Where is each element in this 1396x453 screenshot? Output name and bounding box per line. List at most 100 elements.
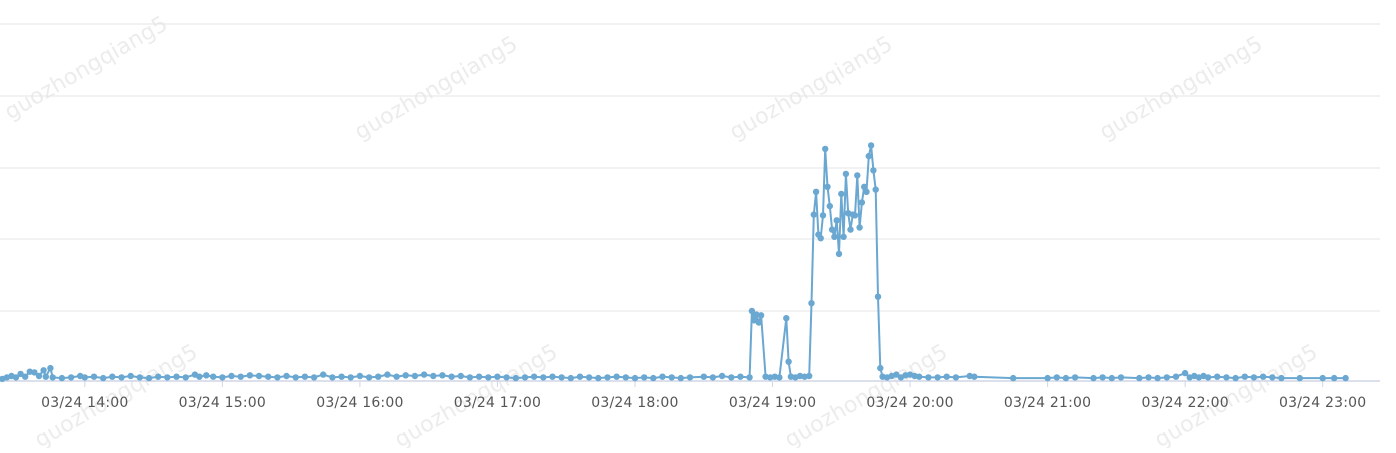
data-point[interactable] [530,373,538,380]
data-point[interactable] [411,372,419,380]
data-point[interactable] [1232,374,1239,382]
data-point[interactable] [31,369,38,376]
data-point[interactable] [228,372,235,380]
data-point[interactable] [838,190,845,198]
data-point[interactable] [118,374,125,381]
data-point[interactable] [1342,374,1349,382]
data-point[interactable] [826,202,833,210]
data-point[interactable] [1172,373,1180,380]
data-point[interactable] [934,374,941,381]
data-point[interactable] [567,374,574,382]
data-point[interactable] [916,373,923,380]
data-point[interactable] [420,371,428,378]
data-point[interactable] [503,374,510,381]
data-point[interactable] [375,373,382,380]
data-point[interactable] [874,293,882,300]
data-point[interactable] [808,300,815,307]
data-point[interactable] [783,315,790,322]
data-point[interactable] [549,373,556,380]
data-point[interactable] [255,372,263,380]
data-point[interactable] [265,373,272,380]
data-point[interactable] [851,212,859,219]
data-point[interactable] [40,367,47,374]
data-point[interactable] [173,373,180,380]
data-point[interactable] [971,373,978,380]
data-point[interactable] [861,183,868,190]
data-point[interactable] [329,374,336,381]
data-point[interactable] [810,211,817,218]
data-point[interactable] [136,374,143,381]
data-point[interactable] [1099,374,1106,381]
data-point[interactable] [576,373,584,380]
data-point[interactable] [686,374,694,381]
data-point[interactable] [817,235,824,242]
data-point[interactable] [145,374,153,382]
data-point[interactable] [824,183,831,190]
data-point[interactable] [494,373,501,380]
data-point[interactable] [457,372,464,380]
data-point[interactable] [402,372,409,379]
data-point[interactable] [1250,374,1258,381]
data-point[interactable] [585,374,593,381]
data-point[interactable] [604,374,611,381]
data-point[interactable] [1163,374,1171,381]
data-point[interactable] [668,374,675,381]
data-point[interactable] [847,226,854,233]
data-point[interactable] [659,373,666,380]
data-point[interactable] [812,188,820,195]
data-point[interactable] [872,186,879,193]
data-point[interactable] [854,172,861,179]
data-point[interactable] [182,374,189,381]
data-point[interactable] [1044,374,1051,382]
data-point[interactable] [952,374,960,381]
data-point[interactable] [1053,374,1061,381]
data-point[interactable] [301,373,309,380]
data-point[interactable] [100,374,107,382]
data-point[interactable] [466,374,474,381]
data-point[interactable] [219,374,226,381]
data-point[interactable] [822,145,829,153]
data-point[interactable] [806,372,813,380]
data-point[interactable] [867,142,875,149]
data-point[interactable] [1108,374,1116,382]
data-point[interactable] [631,374,639,382]
data-point[interactable] [1154,374,1161,382]
data-point[interactable] [755,319,762,326]
data-point[interactable] [641,374,648,381]
data-point[interactable] [155,373,162,380]
data-point[interactable] [622,374,629,381]
data-point[interactable] [521,374,529,381]
data-point[interactable] [1071,374,1079,381]
data-point[interactable] [1331,374,1338,382]
data-point[interactable] [863,188,870,195]
data-point[interactable] [42,373,49,380]
data-point[interactable] [1136,374,1143,382]
data-point[interactable] [356,372,364,380]
data-point[interactable] [109,373,116,380]
data-point[interactable] [67,374,75,381]
data-point[interactable] [746,374,753,381]
data-point[interactable] [393,373,400,380]
data-point[interactable] [127,372,134,380]
data-point[interactable] [728,374,735,381]
data-point[interactable] [1145,374,1152,381]
data-point[interactable] [835,250,843,258]
data-point[interactable] [1241,373,1249,380]
data-point[interactable] [196,373,203,380]
data-point[interactable] [203,372,210,379]
data-point[interactable] [58,374,66,382]
data-point[interactable] [785,358,792,365]
data-point[interactable] [613,373,620,380]
data-point[interactable] [12,374,20,381]
data-point[interactable] [210,373,217,380]
data-point[interactable] [1117,374,1125,381]
data-point[interactable] [776,374,783,381]
data-point[interactable] [677,374,684,382]
data-point[interactable] [430,372,437,380]
data-point[interactable] [893,371,900,378]
data-point[interactable] [35,372,43,380]
data-point[interactable] [540,374,547,381]
data-point[interactable] [237,373,244,380]
data-point[interactable] [1181,369,1189,377]
data-point[interactable] [858,199,866,206]
